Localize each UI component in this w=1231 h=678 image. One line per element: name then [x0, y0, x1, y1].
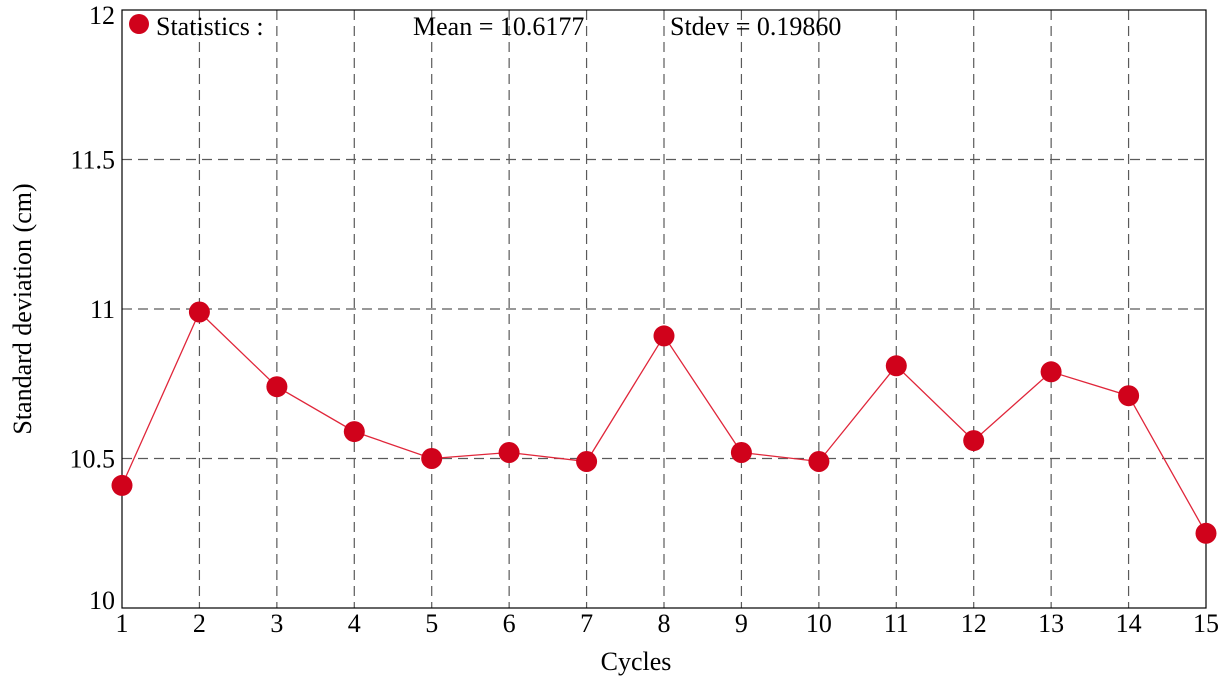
x-tick-label: 1 [116, 609, 129, 638]
x-tick-labels: 1 2 3 4 5 6 7 8 9 10 11 12 13 14 15 [116, 609, 1220, 638]
x-tick-label: 3 [270, 609, 283, 638]
data-point [1195, 522, 1217, 544]
data-point [421, 448, 443, 469]
x-tick-label: 4 [348, 609, 361, 638]
x-tick-label: 8 [658, 609, 671, 638]
x-tick-label: 2 [193, 609, 206, 638]
x-tick-label: 5 [425, 609, 438, 638]
x-tick-label: 13 [1038, 609, 1064, 638]
x-tick-label: 14 [1116, 609, 1142, 638]
data-point [1118, 385, 1140, 407]
data-point [885, 355, 907, 377]
x-tick-label: 7 [580, 609, 593, 638]
x-tick-label: 9 [735, 609, 748, 638]
data-point [266, 376, 288, 398]
legend-label: Statistics : [156, 12, 264, 41]
data-point [808, 451, 830, 472]
y-tick-labels: 10 10.5 11 11.5 12 [70, 1, 116, 615]
grid-lines [122, 10, 1206, 608]
x-tick-label: 11 [884, 609, 909, 638]
y-axis-title: Standard deviation (cm) [8, 183, 37, 434]
x-tick-label: 15 [1193, 609, 1219, 638]
y-tick-label: 12 [89, 1, 115, 30]
x-tick-label: 6 [503, 609, 516, 638]
y-tick-label: 11 [90, 295, 115, 324]
data-point [188, 301, 210, 323]
data-point [576, 451, 598, 472]
legend-stdev: Stdev = 0.19860 [670, 12, 841, 41]
y-tick-label: 11.5 [70, 146, 115, 175]
y-tick-label: 10.5 [70, 445, 116, 474]
data-point [343, 421, 365, 443]
y-tick-label: 10 [89, 586, 115, 615]
x-tick-label: 12 [961, 609, 987, 638]
data-points [111, 301, 1217, 544]
legend-marker [129, 14, 149, 34]
data-point [1040, 361, 1062, 383]
plot-frame [121, 9, 1207, 609]
legend-mean: Mean = 10.6177 [413, 12, 584, 41]
x-axis-title: Cycles [601, 647, 672, 676]
legend: Statistics : Mean = 10.6177 Stdev = 0.19… [129, 12, 841, 41]
data-point [498, 442, 520, 463]
data-point [963, 430, 985, 452]
x-tick-label: 10 [806, 609, 832, 638]
data-point [730, 442, 752, 463]
data-point [653, 325, 675, 347]
data-point [111, 474, 133, 496]
